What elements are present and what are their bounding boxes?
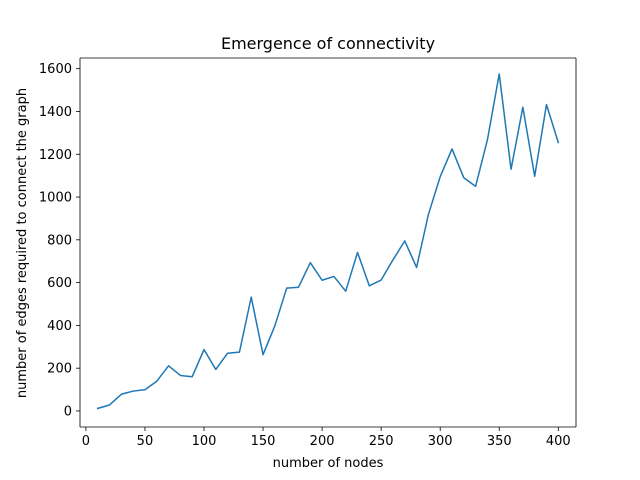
- series-line-edges: [96, 73, 560, 410]
- y-tick-label: 1000: [39, 191, 72, 206]
- x-tick-label: 50: [137, 434, 154, 449]
- y-axis-ticks: 0 200 400 600 800 1000 1200 1400 1600: [39, 62, 80, 419]
- y-tick-label: 1400: [39, 105, 72, 120]
- x-tick-label: 100: [192, 434, 217, 449]
- x-tick-label: 0: [82, 434, 90, 449]
- y-axis-label: number of edges required to connect the …: [15, 88, 30, 398]
- y-tick-label: 1600: [39, 62, 72, 77]
- y-tick-label: 0: [64, 404, 72, 419]
- chart-title: Emergence of connectivity: [221, 34, 435, 53]
- x-axis-ticks: 0 50 100 150 200 250 300 350 400: [82, 427, 571, 449]
- x-tick-label: 150: [251, 434, 276, 449]
- y-tick-label: 400: [47, 319, 72, 334]
- plot-background: [80, 58, 576, 427]
- x-tick-label: 300: [428, 434, 453, 449]
- x-tick-label: 250: [369, 434, 394, 449]
- x-tick-label: 400: [546, 434, 571, 449]
- y-tick-label: 600: [47, 276, 72, 291]
- x-axis-label: number of nodes: [273, 456, 384, 471]
- y-tick-label: 200: [47, 362, 72, 377]
- y-tick-label: 1200: [39, 148, 72, 163]
- x-tick-label: 350: [487, 434, 512, 449]
- y-tick-label: 800: [47, 233, 72, 248]
- plot-area: [79, 57, 577, 428]
- x-tick-label: 200: [310, 434, 335, 449]
